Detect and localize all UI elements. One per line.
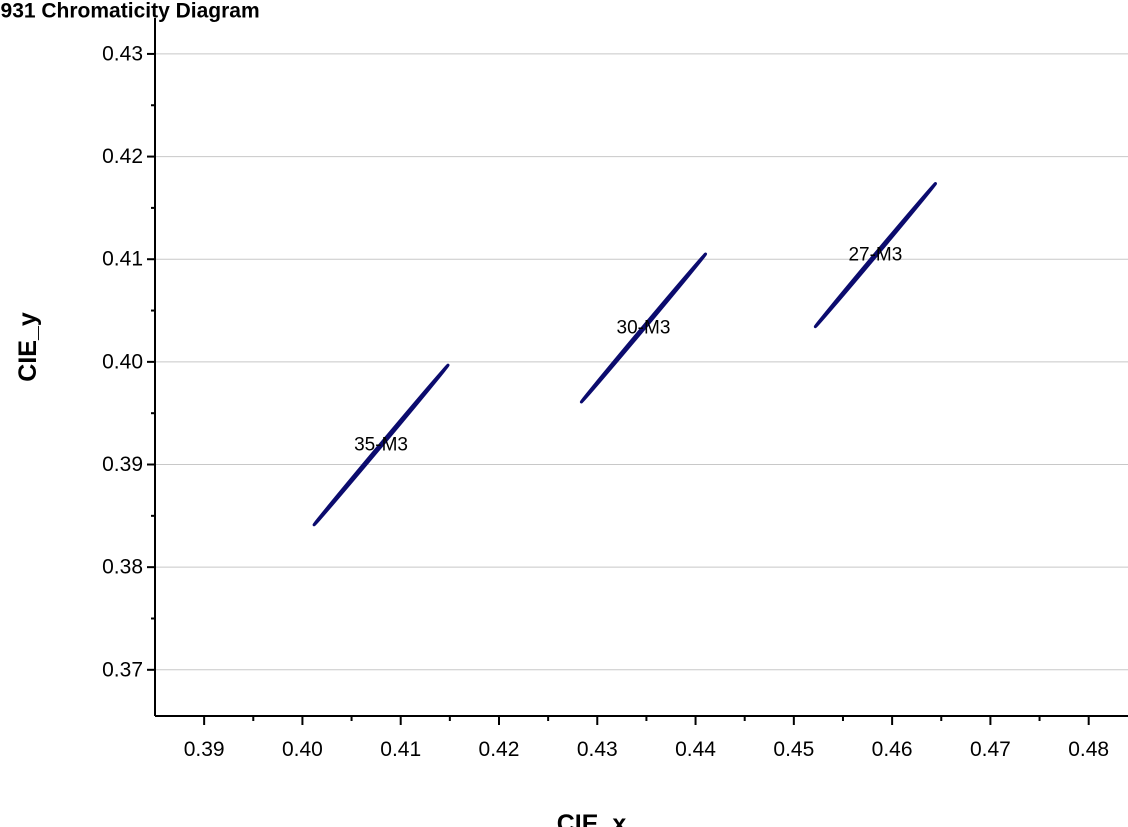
x-axis-label: CIE_x [557,810,627,827]
ellipse-label: 27-M3 [848,245,902,266]
grid-lines [155,53,1128,671]
ticks: 0.37 0.38 0.39 0.40 0.41 0.42 0.43 0.39 0.40 0.41… [102,42,1109,761]
ellipse-label: 35-M3 [354,435,408,456]
chart-title: CIE 1931 Chromaticity Diagram [0,0,260,22]
axes [154,18,1128,717]
x-tick-label: 0.44 [675,738,716,761]
y-tick-label: 0.37 [102,658,143,681]
y-axis-label: CIE_y [14,312,42,382]
x-tick-label: 0.41 [380,738,421,761]
ellipse-30-m3 [579,252,708,404]
y-tick-label: 0.38 [102,556,143,579]
y-tick-label: 0.39 [102,453,143,476]
x-tick-label: 0.42 [479,738,520,761]
x-tick-label: 0.48 [1068,738,1109,761]
y-tick-label: 0.41 [102,248,143,271]
x-tick-label: 0.40 [282,738,323,761]
ellipse-27-m3 [813,182,937,329]
x-tick-label: 0.45 [773,738,814,761]
y-tick-label: 0.42 [102,145,143,168]
ellipse-label: 30-M3 [617,317,671,338]
x-tick-label: 0.46 [872,738,913,761]
x-tick-label: 0.47 [970,738,1011,761]
x-tick-label: 0.43 [577,738,618,761]
ellipses: 35-M3 30-M3 27-M3 [312,182,937,527]
y-tick-label: 0.43 [102,42,143,65]
y-tick-label: 0.40 [102,350,143,373]
x-tick-label: 0.39 [184,738,225,761]
ellipse-35-m3 [312,363,450,527]
